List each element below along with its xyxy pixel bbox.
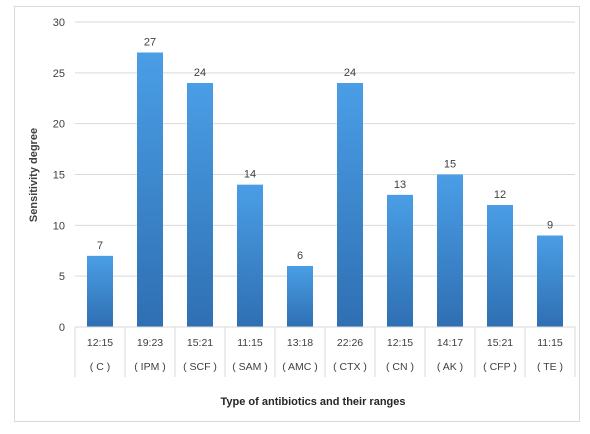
bar-value-label: 15 [444, 159, 456, 171]
bar [487, 205, 513, 327]
bar [137, 52, 163, 327]
x-axis-title: Type of antibiotics and their ranges [221, 396, 406, 408]
category-range-label: 19:23 [137, 337, 163, 349]
bar-value-label: 7 [97, 240, 103, 252]
category-code-label: ( AMC ) [282, 361, 318, 373]
bar-value-label: 9 [547, 220, 553, 232]
bar-value-label: 13 [394, 179, 406, 191]
category-range-label: 12:15 [387, 337, 413, 349]
category-code-label: ( CTX ) [333, 361, 367, 373]
bar [537, 235, 563, 327]
category-range-label: 11:15 [537, 337, 563, 349]
category-range-label: 12:15 [87, 337, 113, 349]
category-code-label: ( C ) [90, 361, 110, 373]
bar-value-label: 27 [144, 37, 156, 49]
bar [337, 83, 363, 327]
category-range-label: 11:15 [237, 337, 263, 349]
category-code-label: ( CN ) [386, 361, 414, 373]
bar-value-label: 6 [297, 250, 303, 262]
category-range-label: 13:18 [287, 337, 313, 349]
category-code-label: ( CFP ) [483, 361, 517, 373]
chart-frame: 0 5 10 15 20 25 30 7 27 24 14 6 24 13 15 12 9 12:15 ( C … [14, 6, 580, 422]
category-code-label: ( SAM ) [232, 361, 268, 373]
y-tick-label: 5 [59, 271, 65, 283]
bar-value-label: 12 [494, 189, 506, 201]
data-labels: 7 27 24 14 6 24 13 15 12 9 [97, 37, 553, 263]
y-tick-label: 20 [53, 119, 65, 131]
bar [187, 83, 213, 327]
bar [387, 194, 413, 327]
category-code-label: ( IPM ) [134, 361, 166, 373]
y-axis-ticks: 0 5 10 15 20 25 30 [53, 17, 65, 334]
category-range-label: 15:21 [187, 337, 213, 349]
category-code-label: ( SCF ) [183, 361, 217, 373]
y-tick-label: 10 [53, 220, 65, 232]
y-tick-label: 15 [53, 170, 65, 182]
bar [237, 184, 263, 327]
bar [437, 174, 463, 327]
category-code-label: ( AK ) [437, 361, 463, 373]
category-code-label: ( TE ) [537, 361, 563, 373]
bar-value-label: 24 [344, 67, 356, 79]
bar-value-label: 24 [194, 67, 206, 79]
category-range-label: 15:21 [487, 337, 513, 349]
y-tick-label: 25 [53, 68, 65, 80]
bar-value-label: 14 [244, 169, 256, 181]
bars [87, 52, 563, 327]
category-range-label: 22:26 [337, 337, 363, 349]
y-axis-title: Sensitivity degree [28, 128, 40, 222]
bar-chart: 0 5 10 15 20 25 30 7 27 24 14 6 24 13 15 12 9 12:15 ( C … [28, 17, 576, 408]
bar [87, 255, 113, 327]
x-axis-category-table: 12:15 ( C ) 19:23 ( IPM ) 15:21 ( SCF ) 11:15 (… [74, 326, 576, 377]
y-tick-label: 0 [59, 322, 65, 334]
bar [287, 266, 313, 327]
y-tick-label: 30 [53, 17, 65, 29]
category-range-label: 14:17 [437, 337, 463, 349]
